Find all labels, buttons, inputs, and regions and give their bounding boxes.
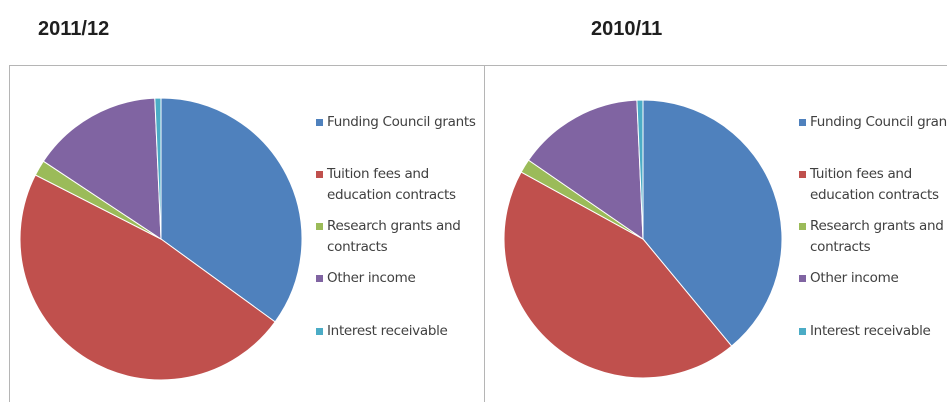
legend-item-funding-council: Funding Council grants [799, 112, 947, 164]
legend-swatch [316, 328, 323, 335]
legend-swatch [316, 119, 323, 126]
legend-swatch [316, 275, 323, 282]
legend-item-interest-receivable: Interest receivable [316, 321, 497, 373]
pie-slice-other-income [527, 99, 644, 240]
legend-label: Funding Council grants [327, 114, 476, 130]
legend-item-research-grants: Research grants and contracts [316, 216, 497, 268]
pie-chart-panel-2011-12: Funding Council grants Tuition fees and … [9, 65, 485, 402]
legend-item-funding-council: Funding Council grants [316, 112, 497, 164]
pie-slice-tuition-fees-and-education-contracts [503, 171, 733, 379]
chart-title-2010-11: 2010/11 [591, 18, 663, 40]
pie-chart-2011-12 [19, 97, 303, 381]
legend-swatch [799, 328, 806, 335]
legend-swatch [799, 119, 806, 126]
pie-slice-tuition-fees-and-education-contracts [19, 174, 276, 381]
legend-swatch [316, 171, 323, 178]
pie-chart-panel-2010-11: Funding Council grants Tuition fees and … [484, 65, 947, 402]
legend-item-tuition-fees: Tuition fees and education contracts [316, 164, 497, 216]
legend-label: Research grants and contracts [810, 218, 944, 255]
pie-slice-interest-receivable [154, 97, 162, 240]
legend-label: Other income [327, 270, 416, 286]
legend-label: Interest receivable [327, 323, 448, 339]
pie-slice-other-income [42, 97, 162, 240]
pie-slice-funding-council-grants [642, 99, 783, 347]
legend-item-interest-receivable: Interest receivable [799, 321, 947, 373]
legend-label: Other income [810, 270, 899, 286]
legend-item-other-income: Other income [799, 268, 947, 321]
pie-slice-interest-receivable [636, 99, 644, 240]
legend-swatch [799, 171, 806, 178]
legend-item-other-income: Other income [316, 268, 497, 321]
pie-slice-funding-council-grants [160, 97, 303, 323]
legend-item-tuition-fees: Tuition fees and education contracts [799, 164, 947, 216]
legend-label: Interest receivable [810, 323, 931, 339]
legend-swatch [316, 223, 323, 230]
legend-label: Tuition fees and education contracts [810, 166, 939, 203]
legend-label: Funding Council grants [810, 114, 947, 130]
legend-2011-12: Funding Council grants Tuition fees and … [316, 112, 497, 373]
legend-label: Tuition fees and education contracts [327, 166, 456, 203]
legend-label: Research grants and contracts [327, 218, 461, 255]
chart-title-2011-12: 2011/12 [38, 18, 110, 40]
legend-swatch [799, 223, 806, 230]
legend-item-research-grants: Research grants and contracts [799, 216, 947, 268]
legend-swatch [799, 275, 806, 282]
pie-chart-2010-11 [503, 99, 783, 379]
legend-2010-11: Funding Council grants Tuition fees and … [799, 112, 947, 373]
